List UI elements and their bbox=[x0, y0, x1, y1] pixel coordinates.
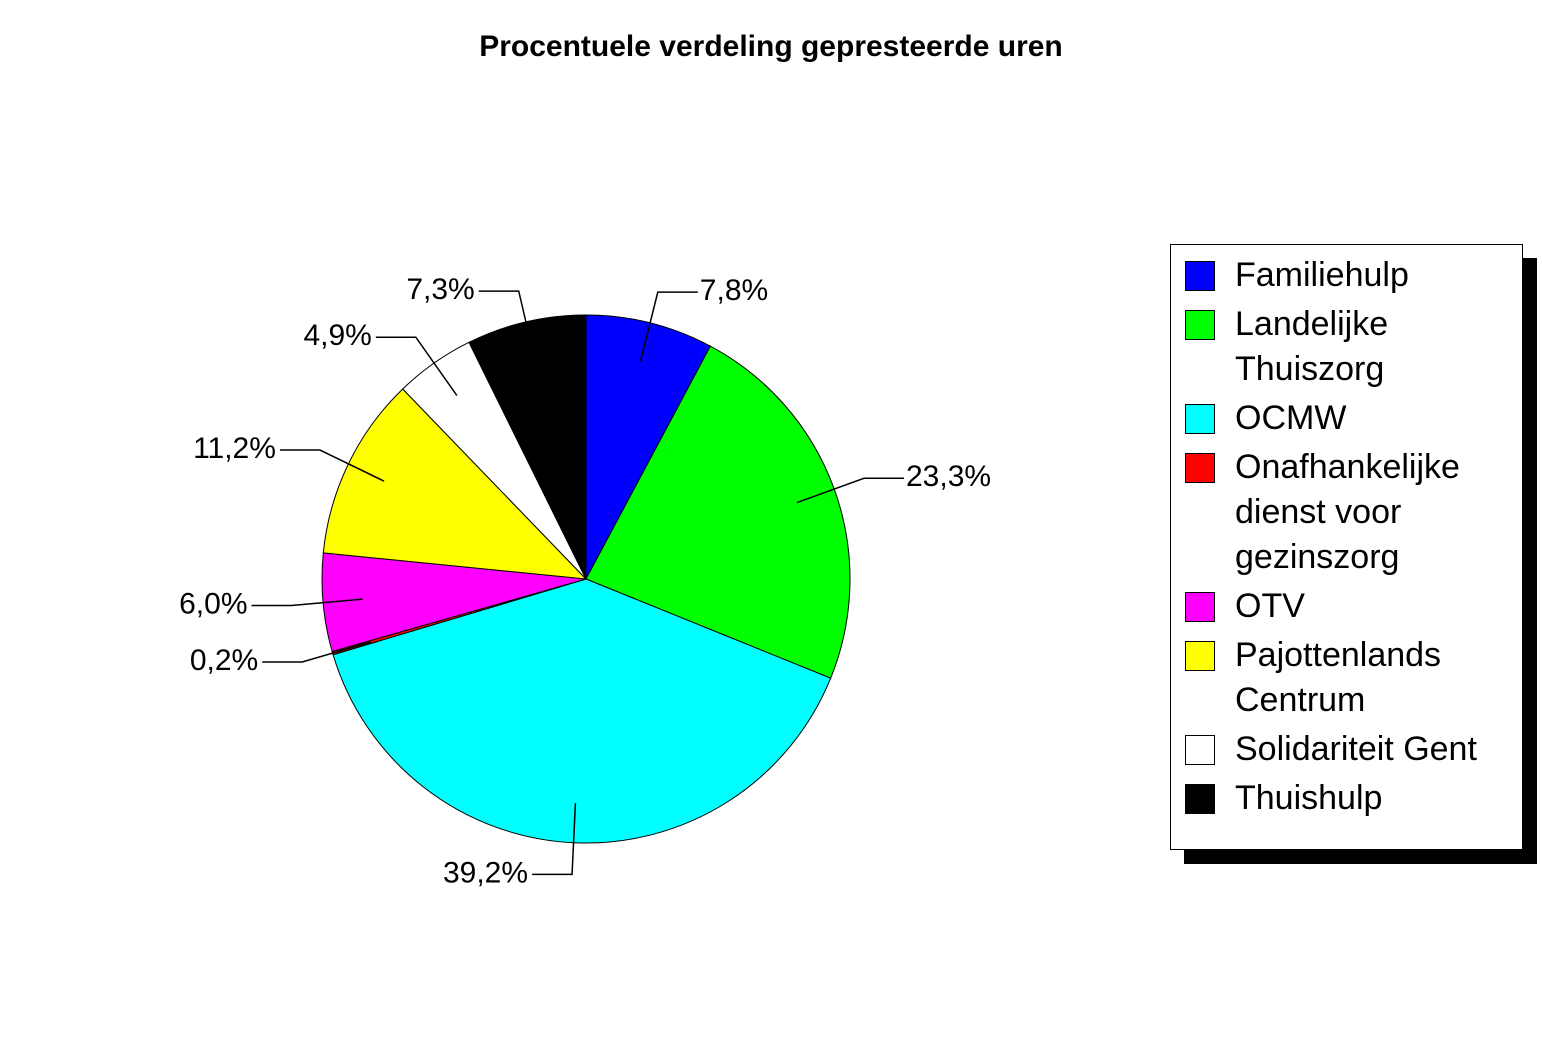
leader-line bbox=[639, 291, 698, 362]
data-label: 39,2% bbox=[443, 856, 528, 889]
legend-label: Pajottenlands Centrum bbox=[1235, 636, 1442, 719]
data-label: 6,0% bbox=[179, 587, 247, 620]
legend-item: Familiehulp bbox=[1185, 253, 1512, 298]
legend-item: OCMW bbox=[1185, 396, 1512, 441]
leader-line bbox=[375, 336, 458, 396]
legend-item: Pajottenlands Centrum bbox=[1185, 633, 1512, 723]
legend-swatch bbox=[1185, 453, 1215, 483]
legend-item: Onafhankelijke dienst voor gezinszorg bbox=[1185, 445, 1512, 580]
leader-line bbox=[279, 449, 385, 482]
legend-label: Onafhankelijke dienst voor gezinszorg bbox=[1235, 448, 1460, 576]
data-label: 23,3% bbox=[906, 460, 991, 493]
legend-item: Thuishulp bbox=[1185, 776, 1512, 821]
legend-swatch bbox=[1185, 310, 1215, 340]
data-label: 7,3% bbox=[406, 273, 474, 306]
leader-line bbox=[262, 641, 371, 663]
legend-label: Landelijke Thuiszorg bbox=[1235, 305, 1389, 388]
legend-swatch bbox=[1185, 735, 1215, 765]
legend-swatch bbox=[1185, 784, 1215, 814]
leader-line bbox=[478, 290, 536, 361]
data-label: 4,9% bbox=[303, 319, 371, 352]
data-label: 7,8% bbox=[700, 274, 768, 307]
leader-line bbox=[796, 477, 905, 504]
chart-title: Procentuele verdeling gepresteerde uren bbox=[479, 30, 1063, 63]
leader-line bbox=[532, 803, 577, 876]
legend-swatch bbox=[1185, 261, 1215, 291]
legend-item: Solidariteit Gent bbox=[1185, 727, 1512, 772]
legend-label: Solidariteit Gent bbox=[1235, 730, 1477, 768]
legend-swatch bbox=[1185, 641, 1215, 671]
legend-label: Familiehulp bbox=[1235, 256, 1409, 294]
data-label: 11,2% bbox=[193, 432, 276, 465]
legend-label: OCMW bbox=[1235, 399, 1347, 437]
legend-label: Thuishulp bbox=[1235, 779, 1383, 817]
legend-label: OTV bbox=[1235, 587, 1305, 625]
legend-item: Landelijke Thuiszorg bbox=[1185, 302, 1512, 392]
legend-swatch bbox=[1185, 404, 1215, 434]
data-label: 0,2% bbox=[190, 644, 258, 677]
legend: Familiehulp Landelijke Thuiszorg OCMW Onafh… bbox=[1170, 244, 1523, 850]
legend-swatch bbox=[1185, 592, 1215, 622]
legend-item: OTV bbox=[1185, 584, 1512, 629]
leader-line bbox=[251, 598, 363, 607]
